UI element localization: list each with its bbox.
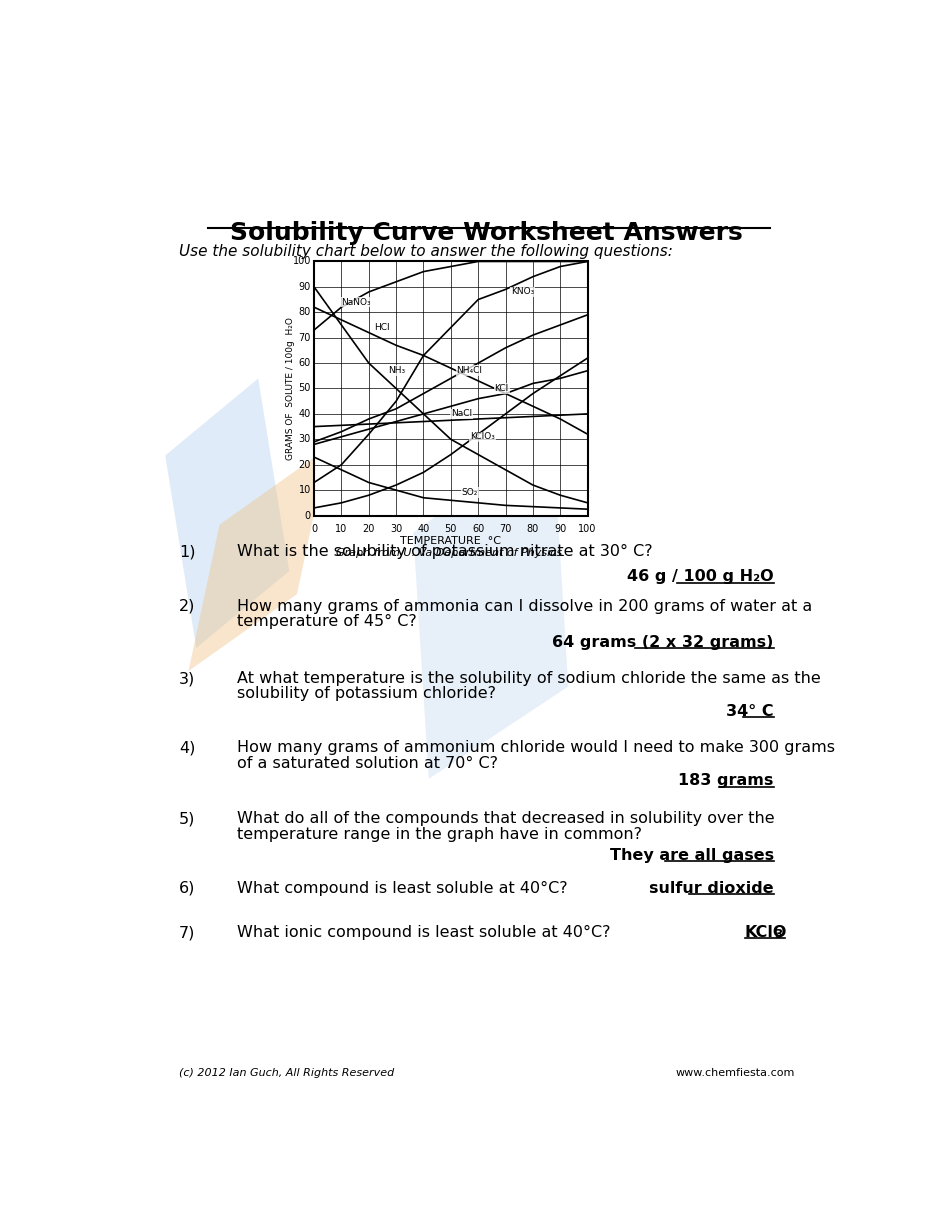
Text: 40: 40 bbox=[417, 524, 429, 535]
Text: GRAMS OF  SOLUTE / 100g  H₂O: GRAMS OF SOLUTE / 100g H₂O bbox=[286, 317, 295, 460]
Polygon shape bbox=[413, 433, 568, 779]
Text: 3: 3 bbox=[774, 928, 783, 941]
Text: 90: 90 bbox=[298, 281, 311, 291]
Text: KClO: KClO bbox=[745, 925, 788, 940]
Text: 20: 20 bbox=[363, 524, 375, 535]
Text: 7): 7) bbox=[180, 925, 196, 940]
Text: 60: 60 bbox=[298, 358, 311, 367]
Text: 30: 30 bbox=[298, 434, 311, 445]
Text: 6): 6) bbox=[180, 880, 196, 896]
Text: TEMPERATURE  °C: TEMPERATURE °C bbox=[400, 536, 502, 546]
Text: 30: 30 bbox=[390, 524, 402, 535]
Text: 46 g / 100 g H₂O: 46 g / 100 g H₂O bbox=[627, 569, 773, 585]
Text: Solubility Curve Worksheet Answers: Solubility Curve Worksheet Answers bbox=[231, 221, 743, 245]
Text: 10: 10 bbox=[298, 485, 311, 495]
Bar bbox=[314, 262, 588, 515]
Text: 0: 0 bbox=[311, 524, 317, 535]
Text: 3): 3) bbox=[180, 671, 196, 686]
Text: 50: 50 bbox=[298, 383, 311, 393]
Text: NaNO₃: NaNO₃ bbox=[341, 297, 371, 306]
Polygon shape bbox=[165, 379, 289, 648]
Text: What do all of the compounds that decreased in solubility over the: What do all of the compounds that decrea… bbox=[238, 811, 775, 826]
Text: 4): 4) bbox=[180, 740, 196, 756]
Text: sulfur dioxide: sulfur dioxide bbox=[649, 880, 773, 896]
Text: temperature range in the graph have in common?: temperature range in the graph have in c… bbox=[238, 827, 642, 842]
Text: 60: 60 bbox=[472, 524, 484, 535]
Text: Use the solubility chart below to answer the following questions:: Use the solubility chart below to answer… bbox=[180, 243, 673, 259]
Text: What compound is least soluble at 40°C?: What compound is least soluble at 40°C? bbox=[238, 880, 568, 896]
Text: 40: 40 bbox=[298, 409, 311, 419]
Text: KCl: KCl bbox=[495, 383, 509, 393]
Text: solubility of potassium chloride?: solubility of potassium chloride? bbox=[238, 687, 496, 702]
Text: 183 grams: 183 grams bbox=[678, 773, 773, 789]
Text: 5): 5) bbox=[180, 811, 196, 826]
Text: At what temperature is the solubility of sodium chloride the same as the: At what temperature is the solubility of… bbox=[238, 671, 821, 686]
Text: How many grams of ammonium chloride would I need to make 300 grams: How many grams of ammonium chloride woul… bbox=[238, 740, 835, 756]
Polygon shape bbox=[188, 447, 328, 671]
Text: What ionic compound is least soluble at 40°C?: What ionic compound is least soluble at … bbox=[238, 925, 611, 940]
Text: 100: 100 bbox=[579, 524, 597, 535]
Text: 20: 20 bbox=[298, 460, 311, 469]
Text: Graph from U. Va Department of Physics.: Graph from U. Va Department of Physics. bbox=[336, 548, 565, 558]
Text: 70: 70 bbox=[500, 524, 512, 535]
Text: (c) 2012 Ian Guch, All Rights Reserved: (c) 2012 Ian Guch, All Rights Reserved bbox=[180, 1068, 394, 1078]
Text: KNO₃: KNO₃ bbox=[511, 288, 534, 296]
Text: NH₃: NH₃ bbox=[388, 366, 405, 375]
Text: 70: 70 bbox=[298, 333, 311, 343]
Text: What is the solubility of potassium nitrate at 30° C?: What is the solubility of potassium nitr… bbox=[238, 544, 653, 559]
Text: temperature of 45° C?: temperature of 45° C? bbox=[238, 614, 417, 629]
Text: KClO₃: KClO₃ bbox=[470, 433, 495, 441]
Text: 50: 50 bbox=[445, 524, 457, 535]
Text: HCl: HCl bbox=[374, 323, 390, 332]
Text: www.chemfiesta.com: www.chemfiesta.com bbox=[675, 1068, 794, 1078]
Text: NaCl: NaCl bbox=[451, 409, 472, 418]
Text: 100: 100 bbox=[293, 257, 311, 267]
Text: 34° C: 34° C bbox=[726, 704, 773, 719]
Text: 80: 80 bbox=[527, 524, 539, 535]
Text: 90: 90 bbox=[554, 524, 566, 535]
Text: of a saturated solution at 70° C?: of a saturated solution at 70° C? bbox=[238, 756, 499, 771]
Text: 0: 0 bbox=[305, 510, 311, 521]
Text: 1): 1) bbox=[180, 544, 196, 559]
Text: How many grams of ammonia can I dissolve in 200 grams of water at a: How many grams of ammonia can I dissolve… bbox=[238, 599, 812, 613]
Text: 80: 80 bbox=[298, 307, 311, 317]
Text: They are all gases: They are all gases bbox=[610, 848, 773, 863]
Text: 10: 10 bbox=[335, 524, 348, 535]
Text: 64 grams (2 x 32 grams): 64 grams (2 x 32 grams) bbox=[552, 635, 773, 650]
Text: SO₂: SO₂ bbox=[462, 488, 478, 498]
Text: NH₄Cl: NH₄Cl bbox=[456, 366, 483, 375]
Text: 2): 2) bbox=[180, 599, 196, 613]
